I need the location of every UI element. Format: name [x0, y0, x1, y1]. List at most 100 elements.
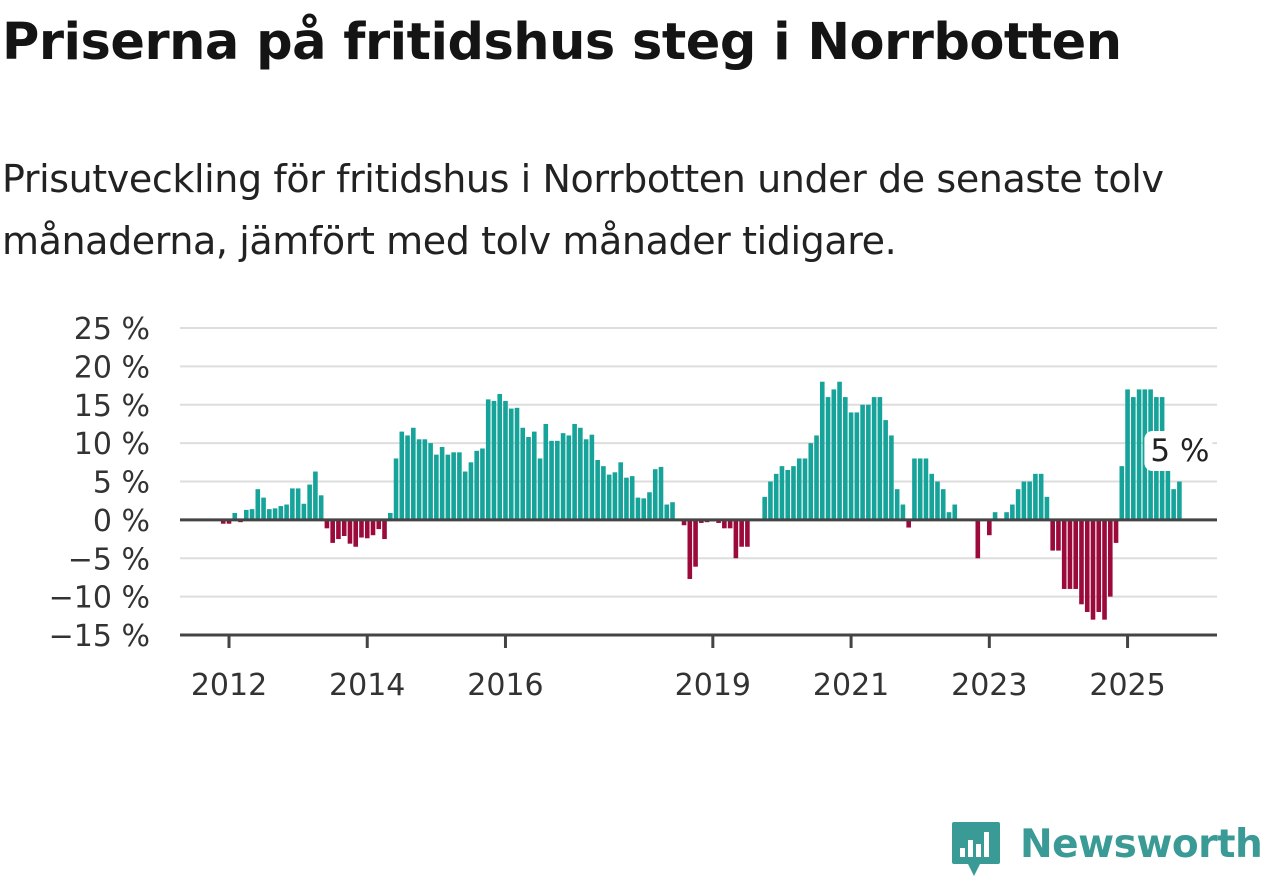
bar	[762, 496, 767, 520]
y-axis-tick-labels: 25 %20 % 15 %10 % 5 %0 %−5 % −10 %−15 %	[49, 312, 150, 654]
bar	[727, 519, 733, 529]
bar	[278, 506, 284, 520]
bar	[295, 488, 301, 520]
bar	[624, 477, 629, 520]
newsworthy-logo-icon	[952, 822, 1000, 876]
x-tick-label: 2014	[329, 668, 405, 703]
x-tick-label: 2021	[813, 668, 889, 703]
bar	[243, 509, 249, 520]
bar	[722, 519, 727, 529]
bar	[906, 519, 911, 528]
bar	[877, 397, 883, 520]
bar	[439, 446, 445, 520]
bar	[825, 397, 831, 520]
bar	[1165, 466, 1171, 520]
bar	[1131, 397, 1136, 520]
bar	[1125, 389, 1130, 520]
bars	[220, 381, 1182, 620]
annotations: 5 %	[1144, 431, 1213, 471]
bar	[272, 508, 278, 520]
bar	[428, 443, 433, 520]
bar	[1021, 481, 1027, 520]
bar	[779, 466, 785, 520]
bar	[1084, 519, 1090, 612]
y-tick-label: −15 %	[49, 619, 150, 654]
bar	[629, 476, 635, 520]
bar	[382, 519, 387, 540]
bar	[359, 519, 364, 538]
y-tick-label: −5 %	[68, 542, 150, 577]
bar	[508, 408, 514, 520]
bar	[261, 497, 266, 520]
bar	[324, 519, 330, 529]
x-tick-label: 2023	[951, 668, 1027, 703]
x-axis-ticks: 2012 2014 2016 2019 2021 2023 2025	[191, 635, 1166, 703]
bar	[330, 519, 335, 543]
bar	[635, 497, 641, 520]
bar	[353, 519, 359, 547]
bar	[664, 504, 670, 520]
bar	[1038, 473, 1044, 520]
x-tick-label: 2012	[191, 668, 267, 703]
bar	[848, 412, 854, 520]
bar	[589, 434, 595, 520]
bar	[871, 397, 877, 520]
bar	[831, 389, 837, 520]
bar	[912, 458, 917, 520]
bar	[318, 495, 324, 520]
bar	[652, 469, 658, 520]
bar	[889, 435, 894, 520]
bar	[883, 420, 888, 520]
bar	[1050, 519, 1055, 551]
bar	[1136, 389, 1142, 520]
x-tick-label: 2025	[1089, 668, 1165, 703]
bar	[854, 412, 860, 520]
bar	[946, 512, 952, 520]
bar	[894, 489, 900, 520]
bar	[1056, 519, 1061, 551]
y-tick-label: 15 %	[74, 389, 150, 424]
axes	[180, 518, 1217, 637]
bar	[699, 519, 704, 523]
bar	[468, 462, 474, 520]
x-tick-label: 2019	[675, 668, 751, 703]
bar	[531, 431, 537, 520]
bar	[313, 471, 318, 520]
bar	[514, 407, 520, 520]
bar	[681, 519, 687, 526]
y-tick-label: 5 %	[93, 466, 150, 501]
bar	[1044, 496, 1050, 520]
bar	[341, 519, 347, 536]
bar	[485, 399, 491, 520]
last-value-label-background	[1144, 431, 1213, 471]
bar	[647, 492, 652, 520]
bar	[364, 519, 370, 539]
bar	[595, 460, 600, 520]
bar	[1079, 519, 1084, 605]
bar	[1073, 519, 1079, 589]
bar	[819, 381, 825, 520]
bar	[451, 452, 456, 520]
newsworthy-logo: Newsworthy	[950, 818, 1262, 876]
bar	[860, 404, 865, 520]
bar	[267, 509, 272, 520]
bar	[768, 481, 773, 520]
bar	[687, 519, 693, 579]
bar	[370, 519, 376, 536]
bar	[1107, 519, 1113, 597]
bar	[917, 458, 923, 520]
bar	[555, 440, 560, 520]
bar	[336, 519, 341, 540]
bar	[1177, 481, 1182, 520]
bar	[791, 466, 796, 520]
bar	[773, 473, 779, 520]
bar	[739, 519, 744, 547]
bar	[249, 509, 255, 520]
bar	[802, 458, 808, 520]
bar	[987, 519, 992, 536]
bar	[1102, 519, 1107, 620]
bar	[1027, 481, 1032, 520]
bar	[992, 512, 998, 520]
bar	[405, 435, 410, 520]
